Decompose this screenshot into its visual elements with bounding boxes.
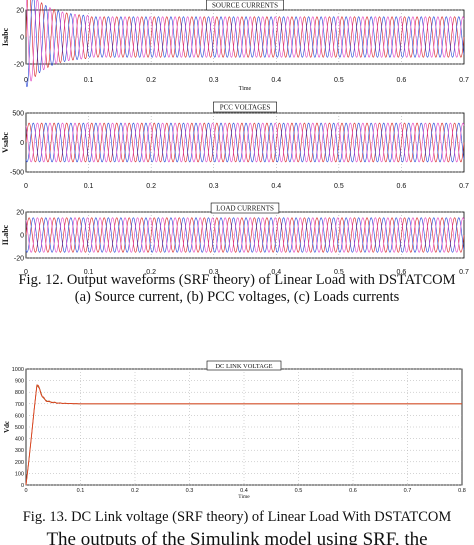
series-line-phase-1 bbox=[25, 0, 465, 88]
y-tick-label: 900 bbox=[15, 379, 24, 385]
x-tick-label: 0.5 bbox=[334, 269, 344, 276]
series-line-phase-0 bbox=[25, 0, 465, 77]
y-tick-label: 500 bbox=[15, 425, 24, 431]
x-tick-label: 0.4 bbox=[271, 77, 281, 84]
x-tick-label: 0.2 bbox=[131, 488, 139, 494]
series-line-phase-0 bbox=[25, 122, 465, 163]
x-tick-label: 0.4 bbox=[271, 269, 281, 276]
x-tick-label: 0.6 bbox=[397, 77, 407, 84]
body-text-partial: The outputs of the Simulink model using … bbox=[46, 529, 428, 545]
y-tick-label: 20 bbox=[16, 8, 24, 15]
series-line-phase-2 bbox=[25, 122, 465, 163]
chart-title-box bbox=[206, 0, 284, 11]
figure12-caption-line1: Fig. 12. Output waveforms (SRF theory) o… bbox=[18, 272, 456, 288]
x-tick-label: 0.7 bbox=[459, 77, 469, 84]
y-axis-label: Vdc bbox=[3, 421, 11, 433]
x-tick-label: 0.1 bbox=[77, 488, 85, 494]
x-tick-label: 0.5 bbox=[295, 488, 303, 494]
y-tick-label: -500 bbox=[10, 170, 24, 177]
series-line-phase-1 bbox=[25, 122, 465, 163]
x-tick-label: 0 bbox=[24, 269, 28, 276]
figure13-caption: Fig. 13. DC Link voltage (SRF theory) of… bbox=[22, 509, 452, 525]
y-tick-label: 0 bbox=[20, 233, 24, 240]
x-tick-label: 0 bbox=[24, 183, 28, 190]
y-axis-label: Vsabc bbox=[1, 132, 10, 153]
x-tick-label: 0.6 bbox=[397, 269, 407, 276]
y-tick-label: 200 bbox=[15, 460, 24, 466]
x-tick-label: 0.3 bbox=[209, 183, 219, 190]
y-tick-label: 1000 bbox=[12, 367, 24, 373]
x-tick-label: 0.5 bbox=[334, 183, 344, 190]
chart-title-box bbox=[206, 360, 282, 371]
series-line-dc bbox=[25, 384, 462, 486]
x-tick-label: 0.7 bbox=[459, 269, 469, 276]
x-tick-label: 0.3 bbox=[186, 488, 194, 494]
x-tick-label: 0.2 bbox=[146, 77, 156, 84]
x-tick-label: 0.7 bbox=[404, 488, 412, 494]
figure12-caption-line2: (a) Source current, (b) PCC voltages, (c… bbox=[74, 289, 400, 305]
y-tick-label: 100 bbox=[15, 471, 24, 477]
x-tick-label: 0.4 bbox=[271, 183, 281, 190]
x-tick-label: 0.1 bbox=[84, 269, 94, 276]
series-line-phase-0 bbox=[25, 217, 465, 253]
chart-title: DC LINK VOLTAGE bbox=[215, 363, 272, 370]
y-tick-label: 0 bbox=[21, 483, 24, 489]
x-tick-label: 0.8 bbox=[458, 488, 466, 494]
chart-title: LOAD CURRENTS bbox=[216, 205, 274, 213]
x-tick-label: 0.4 bbox=[240, 488, 248, 494]
y-axis-label: Isabc bbox=[1, 27, 10, 46]
x-tick-label: 0.1 bbox=[84, 183, 94, 190]
x-tick-label: 0.7 bbox=[459, 183, 469, 190]
x-tick-label: 0.1 bbox=[84, 77, 94, 84]
chart-title: PCC VOLTAGES bbox=[220, 104, 271, 112]
y-tick-label: -20 bbox=[14, 256, 24, 263]
x-axis-label: Time bbox=[238, 494, 250, 500]
x-tick-label: 0.2 bbox=[146, 183, 156, 190]
x-tick-label: 0.5 bbox=[334, 77, 344, 84]
y-tick-label: 400 bbox=[15, 437, 24, 443]
chart-title-box bbox=[210, 202, 280, 214]
y-tick-label: 300 bbox=[15, 448, 24, 454]
y-tick-label: 0 bbox=[20, 35, 24, 42]
series-line-phase-2 bbox=[25, 217, 465, 253]
x-tick-label: 0.3 bbox=[209, 269, 219, 276]
y-tick-label: 0 bbox=[20, 140, 24, 147]
chart-title-box bbox=[213, 101, 277, 113]
x-tick-label: 0.6 bbox=[397, 183, 407, 190]
series-line-phase-2 bbox=[26, 0, 465, 82]
y-tick-label: -20 bbox=[14, 62, 24, 69]
x-tick-label: 0.2 bbox=[146, 269, 156, 276]
chart-title: SOURCE CURRENTS bbox=[212, 2, 278, 10]
x-axis-label: Time bbox=[239, 86, 252, 92]
x-tick-label: 0.6 bbox=[349, 488, 357, 494]
series-line-phase-1 bbox=[25, 217, 465, 253]
y-tick-label: 20 bbox=[16, 210, 24, 217]
x-tick-label: 0 bbox=[24, 77, 28, 84]
y-tick-label: 600 bbox=[15, 413, 24, 419]
y-tick-label: 800 bbox=[15, 390, 24, 396]
x-tick-label: 0 bbox=[24, 488, 27, 494]
x-tick-label: 0.3 bbox=[209, 77, 219, 84]
y-axis-label: ILabc bbox=[1, 224, 10, 245]
y-tick-label: 500 bbox=[12, 111, 24, 118]
y-tick-label: 700 bbox=[15, 402, 24, 408]
